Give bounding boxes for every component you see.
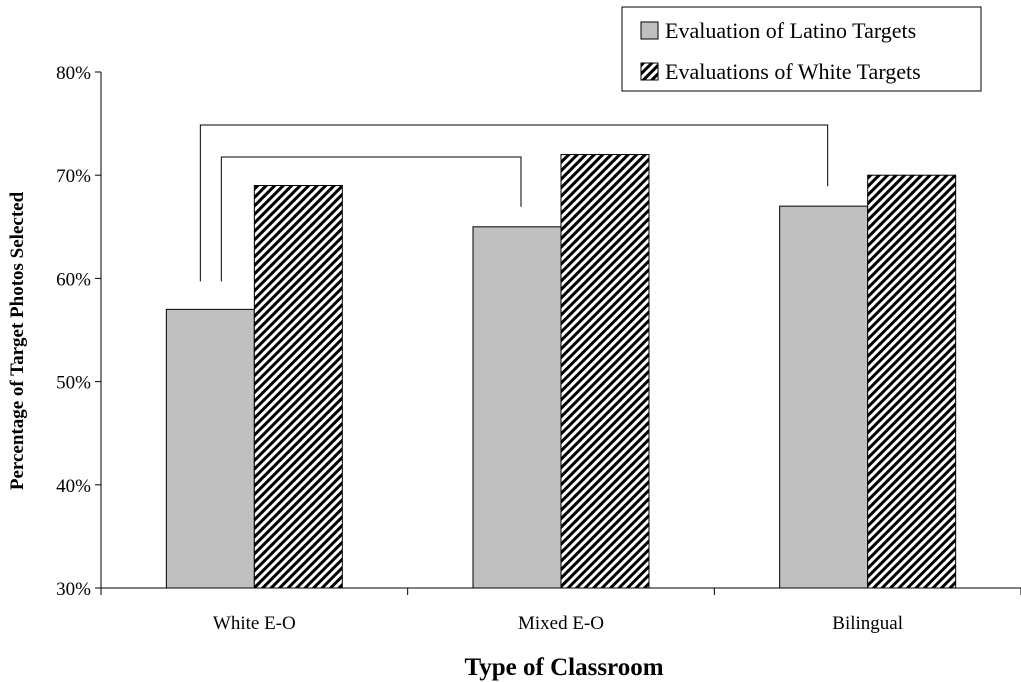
legend-frame — [621, 6, 982, 92]
bar-mixed-e-o-series-1 — [472, 226, 562, 589]
x-category-label: Bilingual — [832, 613, 903, 634]
legend-swatch-latino — [640, 21, 659, 40]
x-category-label: Mixed E-O — [518, 613, 604, 634]
y-tick-label: 50% — [56, 373, 91, 394]
x-category-label: White E-O — [213, 613, 296, 634]
bar-bilingual-series-1 — [779, 205, 869, 589]
legend-swatch-white — [640, 62, 659, 81]
bar-mixed-e-o-series-2 — [560, 154, 650, 589]
y-tick-label: 80% — [56, 63, 91, 84]
legend-label-white: Evaluations of White Targets — [665, 59, 921, 84]
legend-label-latino: Evaluation of Latino Targets — [665, 18, 916, 43]
axes-group: 30% 40% 50% 60% 70% 80% White E-O Mixed E-O Bili… — [56, 63, 1021, 634]
y-axis-label: Percentage of Target Photos Selected — [7, 191, 28, 490]
significance-brackets — [199, 124, 829, 282]
bar-white-e-o-series-1 — [165, 308, 255, 589]
x-axis-label: Type of Classroom — [464, 654, 663, 681]
significance-bracket — [199, 124, 829, 282]
bar-bilingual-series-2 — [867, 174, 957, 589]
bar-white-e-o-series-2 — [253, 185, 343, 589]
bars-group — [165, 154, 957, 589]
y-tick-label: 60% — [56, 269, 91, 290]
significance-bracket — [220, 156, 522, 282]
legend: Evaluation of Latino Targets Evaluations… — [621, 6, 982, 92]
y-tick-label: 30% — [56, 579, 91, 600]
y-tick-label: 40% — [56, 476, 91, 497]
y-tick-label: 70% — [56, 166, 91, 187]
